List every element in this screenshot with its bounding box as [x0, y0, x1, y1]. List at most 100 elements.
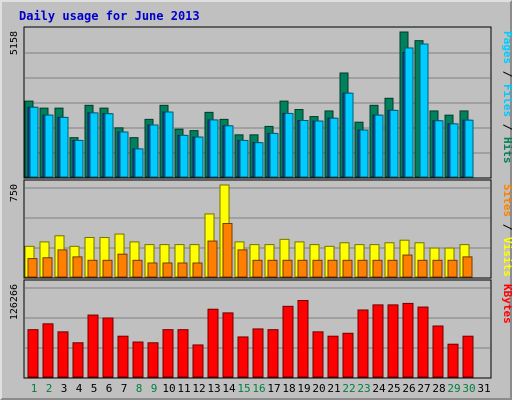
day-label-28: 28 [432, 382, 445, 395]
day-label-25: 25 [387, 382, 400, 395]
bar-sites-day-19 [297, 259, 308, 278]
bar-kbytes-day-22 [342, 332, 354, 378]
bar-pages-day-24 [374, 114, 384, 178]
bar-pages-day-27 [419, 43, 429, 178]
day-label-20: 20 [312, 382, 325, 395]
bar-pages-day-1 [29, 106, 39, 178]
legend-files: Files [501, 84, 512, 117]
legend-pages: Pages [501, 31, 512, 64]
panel-visits-sites: 750 Sites / Visits [9, 179, 512, 279]
bar-sites-day-15 [237, 249, 248, 278]
day-label-13: 13 [207, 382, 220, 395]
bar-pages-day-4 [74, 139, 84, 178]
bar-kbytes-day-26 [402, 302, 414, 378]
day-label-10: 10 [162, 382, 175, 395]
bar-pages-day-30 [464, 119, 474, 178]
bar-sites-day-24 [372, 259, 383, 278]
y-max-label: 750 [9, 184, 20, 202]
bar-sites-day-26 [402, 254, 413, 278]
bar-sites-day-7 [117, 253, 128, 278]
bar-sites-day-25 [387, 259, 398, 278]
bar-pages-day-16 [254, 142, 264, 178]
day-label-22: 22 [342, 382, 355, 395]
bar-sites-day-17 [267, 259, 278, 278]
day-label-14: 14 [222, 382, 236, 395]
bar-pages-day-7 [119, 131, 129, 178]
bar-kbytes-day-2 [42, 323, 54, 378]
bar-pages-day-10 [164, 111, 174, 178]
bar-kbytes-day-11 [177, 329, 189, 378]
bar-sites-day-10 [162, 262, 173, 278]
day-label-21: 21 [327, 382, 340, 395]
legend-kbytes: KBytes [501, 284, 512, 324]
bar-kbytes-day-17 [267, 329, 279, 378]
bar-sites-day-4 [72, 256, 83, 278]
day-label-5: 5 [91, 382, 98, 395]
bar-sites-day-16 [252, 259, 263, 278]
bar-pages-day-25 [389, 109, 399, 178]
legend-separator: / [501, 217, 512, 237]
bar-pages-day-9 [149, 124, 159, 178]
bar-sites-day-8 [132, 259, 143, 278]
day-label-18: 18 [282, 382, 295, 395]
bar-pages-day-23 [359, 129, 369, 178]
bar-kbytes-day-13 [207, 308, 219, 378]
bar-sites-day-22 [342, 259, 353, 278]
day-label-3: 3 [61, 382, 68, 395]
day-label-8: 8 [136, 382, 143, 395]
day-label-26: 26 [402, 382, 415, 395]
bar-sites-day-6 [102, 259, 113, 278]
day-label-11: 11 [177, 382, 190, 395]
bar-pages-day-3 [59, 116, 69, 178]
legend-visits: Visits [501, 237, 512, 277]
bar-kbytes-day-14 [222, 312, 234, 378]
bar-sites-day-2 [42, 257, 53, 278]
bar-sites-day-5 [87, 259, 98, 278]
day-label-15: 15 [237, 382, 250, 395]
day-label-17: 17 [267, 382, 280, 395]
bar-pages-day-20 [314, 120, 324, 178]
bar-sites-day-11 [177, 262, 188, 278]
y-max-label: 126266 [9, 284, 20, 320]
bar-kbytes-day-19 [297, 299, 309, 378]
bar-pages-day-29 [449, 123, 459, 178]
bar-sites-day-9 [147, 262, 158, 278]
panel-kbytes: 126266 KBytes [9, 279, 512, 379]
day-label-29: 29 [447, 382, 460, 395]
chart-panels: 5158 Pages / Files / Hits 750 Sites / Visit… [9, 26, 512, 379]
day-label-4: 4 [76, 382, 83, 395]
day-label-1: 1 [31, 382, 38, 395]
bar-pages-day-21 [329, 117, 339, 178]
bar-kbytes-day-21 [327, 335, 339, 378]
day-label-9: 9 [151, 382, 158, 395]
bar-kbytes-day-27 [417, 306, 429, 378]
bar-pages-day-6 [104, 113, 114, 178]
bar-kbytes-day-18 [282, 305, 294, 378]
bar-kbytes-day-16 [252, 328, 264, 378]
day-label-27: 27 [417, 382, 430, 395]
bar-sites-day-30 [462, 256, 473, 278]
y-max-label: 5158 [9, 31, 20, 55]
bar-pages-day-2 [44, 114, 54, 178]
day-label-23: 23 [357, 382, 370, 395]
day-label-30: 30 [462, 382, 475, 395]
bar-pages-day-19 [299, 119, 309, 178]
series-legend-label: KBytes [501, 284, 512, 324]
bar-kbytes-day-8 [132, 341, 144, 378]
legend-separator: / [501, 117, 512, 137]
bar-pages-day-13 [209, 119, 219, 178]
bar-kbytes-day-3 [57, 331, 69, 378]
bar-kbytes-day-4 [72, 342, 84, 378]
bar-pages-day-26 [404, 47, 414, 178]
bar-kbytes-day-1 [27, 329, 39, 378]
day-label-7: 7 [121, 382, 128, 395]
bar-kbytes-day-5 [87, 314, 99, 378]
bar-sites-day-27 [417, 259, 428, 278]
bar-pages-day-14 [224, 125, 234, 178]
bar-pages-day-17 [269, 132, 279, 178]
bar-pages-day-12 [194, 136, 204, 178]
day-label-31: 31 [477, 382, 490, 395]
day-label-24: 24 [372, 382, 386, 395]
bar-sites-day-28 [432, 259, 443, 278]
